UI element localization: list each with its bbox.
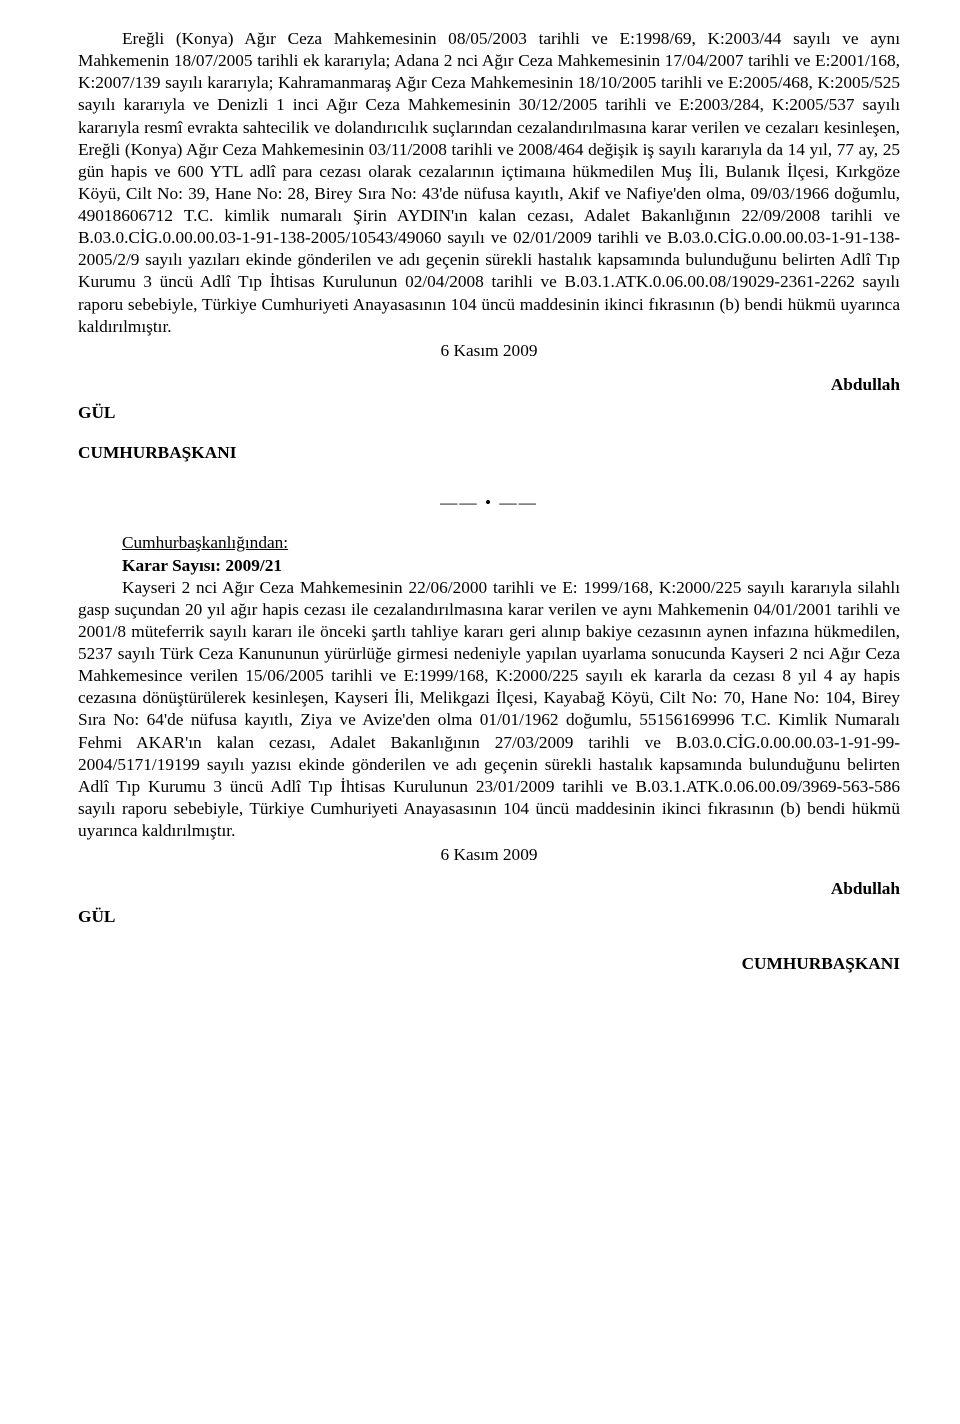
doc2-kararno: Karar Sayısı: 2009/21 xyxy=(78,555,900,577)
doc2-signer-surname: GÜL xyxy=(78,906,900,928)
document-page: Ereğli (Konya) Ağır Ceza Mahkemesinin 08… xyxy=(0,0,960,1017)
doc1-body: Ereğli (Konya) Ağır Ceza Mahkemesinin 08… xyxy=(78,28,900,338)
doc1-signer-name: Abdullah xyxy=(78,374,900,396)
doc2-signer-title: CUMHURBAŞKANI xyxy=(78,953,900,975)
doc2-from: Cumhurbaşkanlığından: xyxy=(78,532,900,554)
doc1-date: 6 Kasım 2009 xyxy=(78,340,900,362)
doc1-signer-title: CUMHURBAŞKANI xyxy=(78,442,900,464)
doc2-body: Kayseri 2 nci Ağır Ceza Mahkemesinin 22/… xyxy=(78,577,900,843)
separator: —— • —— xyxy=(78,492,900,514)
doc2-signer-name: Abdullah xyxy=(78,878,900,900)
doc2-date: 6 Kasım 2009 xyxy=(78,844,900,866)
doc1-signer-surname: GÜL xyxy=(78,402,900,424)
